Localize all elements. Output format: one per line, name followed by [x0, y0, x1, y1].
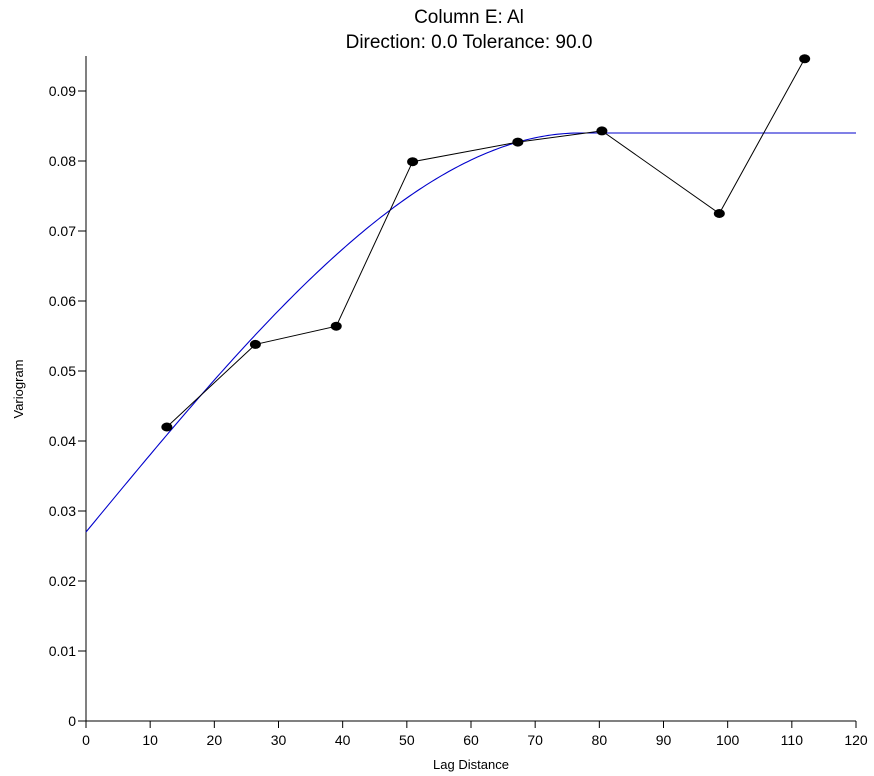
- data-point: [407, 157, 419, 167]
- y-tick-label: 0.04: [49, 433, 76, 449]
- model-curve: [85, 132, 856, 533]
- y-tick-label: 0.06: [49, 293, 76, 309]
- chart-title: Column E: Al: [414, 7, 524, 28]
- x-tick-label: 90: [656, 732, 672, 748]
- data-point: [713, 209, 725, 218]
- data-point: [799, 54, 811, 64]
- data-point: [512, 137, 524, 147]
- x-tick-label: 120: [844, 732, 868, 748]
- y-tick-label: 0.08: [49, 153, 76, 169]
- data-point: [161, 422, 173, 432]
- x-axis-title: Lag Distance: [433, 757, 509, 772]
- x-tick-label: 80: [592, 732, 608, 748]
- x-tick-label: 110: [781, 732, 804, 748]
- data-point: [330, 321, 342, 331]
- data-point: [596, 126, 608, 136]
- x-tick-label: 60: [463, 732, 479, 748]
- y-tick-label: 0.03: [49, 503, 76, 519]
- x-tick-label: 70: [527, 732, 543, 748]
- x-tick-label: 30: [271, 732, 287, 748]
- x-tick-label: 40: [335, 732, 351, 748]
- y-tick-label: 0.09: [49, 83, 76, 99]
- y-tick-label: 0.05: [49, 363, 76, 379]
- x-tick-label: 50: [399, 732, 415, 748]
- y-tick-label: 0: [68, 713, 76, 729]
- model-curve-layer: [85, 132, 856, 533]
- data-points-layer: [161, 54, 811, 432]
- chart-subtitle: Direction: 0.0 Tolerance: 90.0: [346, 32, 593, 53]
- data-line: [166, 58, 806, 428]
- data-point: [249, 339, 261, 349]
- y-tick-label: 0.01: [49, 643, 76, 659]
- x-tick-label: 10: [142, 732, 158, 748]
- y-tick-label: 0.07: [49, 223, 76, 239]
- y-ticks: 0 0.01 0.02 0.03 0.04 0.05 0.06 0.07 0.08 0.09: [49, 83, 86, 729]
- y-tick-label: 0.02: [49, 573, 76, 589]
- x-ticks: 0 10 20 30 40 50 60 70 80 90 100 110 120: [82, 721, 868, 748]
- x-tick-label: 20: [207, 732, 223, 748]
- y-axis-title: Variogram: [11, 359, 26, 418]
- x-tick-label: 0: [82, 732, 90, 748]
- x-tick-label: 100: [716, 732, 740, 748]
